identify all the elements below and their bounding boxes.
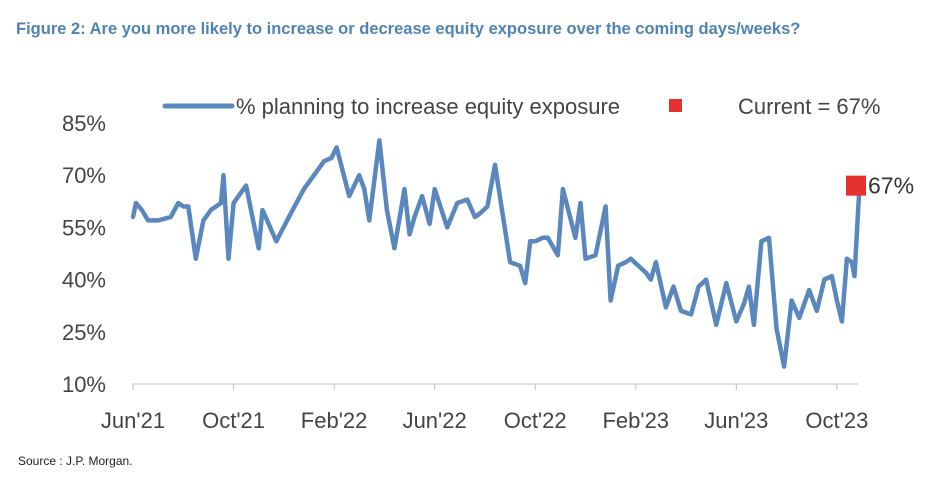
x-tick-label: Oct'23 — [805, 408, 868, 433]
y-tick-label: 55% — [62, 215, 106, 240]
chart-axes — [132, 383, 858, 390]
x-tick-label: Feb'22 — [301, 408, 368, 433]
y-tick-label: 25% — [62, 320, 106, 345]
legend-current-swatch — [669, 99, 682, 112]
x-tick-label: Jun'23 — [704, 408, 768, 433]
y-tick-label: 85% — [62, 111, 106, 136]
legend-current-label: Current = 67% — [738, 94, 880, 119]
y-tick-label: 40% — [62, 268, 106, 293]
x-tick-label: Oct'21 — [202, 408, 265, 433]
y-tick-label: 10% — [62, 372, 106, 397]
chart-legend: % planning to increase equity exposure Cu… — [162, 94, 880, 119]
series-layer: 67% — [130, 138, 914, 369]
y-tick-label: 70% — [62, 163, 106, 188]
source-note: Source : J.P. Morgan. — [18, 454, 133, 468]
current-value-marker — [846, 175, 866, 196]
x-tick-label: Feb'23 — [602, 408, 669, 433]
x-tick-label: Oct'22 — [504, 408, 567, 433]
line-chart: 10% 25% 40% 55% 70% 85% Jun'21 Oct'21 Feb'22 Jun'… — [62, 94, 914, 433]
current-data-label: 67% — [868, 173, 914, 199]
x-tick-label: Jun'21 — [101, 408, 165, 433]
legend-series-label: % planning to increase equity exposure — [236, 94, 620, 119]
series-line — [130, 138, 862, 369]
x-tick-label: Jun'22 — [403, 408, 467, 433]
figure-title: Figure 2: Are you more likely to increas… — [16, 20, 801, 38]
tick-labels: 10% 25% 40% 55% 70% 85% Jun'21 Oct'21 Feb'22 Jun'… — [62, 111, 868, 433]
